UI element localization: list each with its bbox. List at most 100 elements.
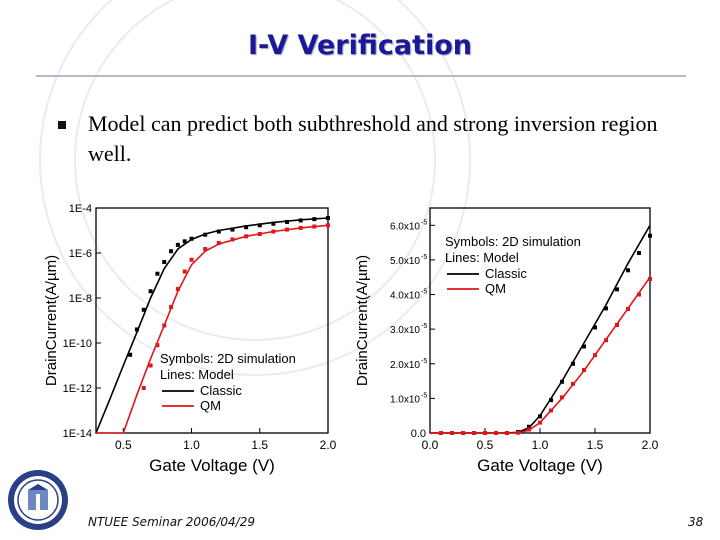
- data-point: [162, 259, 167, 264]
- y-tick-exponent: -5: [421, 392, 427, 399]
- data-point: [203, 232, 208, 237]
- y-tick-exponent: -5: [421, 289, 427, 296]
- x-tick-label: 0.0: [422, 438, 439, 452]
- data-point: [230, 227, 235, 232]
- data-point: [615, 287, 619, 292]
- data-point: [175, 287, 180, 292]
- y-tick-label: 1E-12: [63, 383, 92, 395]
- data-point: [155, 271, 160, 276]
- y-tick-label: 6.0x10: [390, 221, 420, 232]
- x-tick-label: 0.5: [115, 438, 132, 452]
- data-point: [538, 414, 542, 419]
- y-axis-label: DrainCurrent(A/µm): [43, 255, 60, 386]
- data-point: [560, 379, 564, 384]
- data-point: [257, 223, 262, 228]
- data-point: [141, 307, 146, 312]
- y-tick-exponent: -5: [421, 358, 427, 365]
- data-point: [182, 239, 187, 244]
- data-point: [182, 269, 187, 274]
- data-point: [312, 224, 317, 229]
- series-line-qm: [96, 224, 329, 434]
- data-point: [560, 395, 564, 400]
- slide-title: I-V Verification: [247, 30, 473, 61]
- y-tick-label: 1E-4: [69, 203, 92, 215]
- x-tick-label: 1.0: [183, 438, 200, 452]
- data-point: [134, 327, 139, 332]
- data-point: [141, 386, 146, 390]
- data-point: [244, 234, 249, 239]
- legend-heading: Symbols: 2D simulation: [445, 234, 581, 249]
- data-point: [298, 225, 303, 230]
- university-seal-logo: [8, 470, 68, 530]
- y-tick-label: 2.0x10: [390, 360, 420, 371]
- bullet-text: Model can predict both subthreshold and …: [88, 111, 658, 166]
- data-point: [326, 215, 330, 220]
- y-tick-label: 4.0x10: [390, 291, 420, 302]
- data-point: [527, 424, 531, 429]
- chart-left-svg: 0.5 1.0 1.5 2.0 1E-14 1E-12 1E-10 1E-8 1E-6 1E-4 G…: [43, 203, 337, 475]
- data-point: [439, 431, 443, 435]
- data-point: [326, 223, 330, 228]
- data-point: [571, 381, 575, 386]
- data-point: [155, 343, 160, 348]
- data-point: [626, 307, 630, 312]
- series-line-qm: [430, 276, 651, 434]
- legend-entry: Classic: [200, 383, 242, 398]
- y-tick-label: 1E-10: [63, 338, 92, 350]
- data-point: [593, 353, 597, 358]
- chart-right-svg: 0.0 0.5 1.0 1.5 2.00.01.0x10 -52.0x10 -53.0x10…: [354, 207, 659, 475]
- data-point: [148, 363, 153, 368]
- x-tick-label: 2.0: [320, 438, 337, 452]
- legend-heading: Symbols: 2D simulation: [160, 351, 296, 366]
- data-point: [505, 431, 509, 435]
- data-point: [244, 225, 249, 230]
- data-point: [169, 249, 174, 254]
- y-tick-label: 1E-14: [63, 428, 92, 440]
- y-tick-exponent: -5: [421, 323, 427, 330]
- data-point: [648, 233, 652, 238]
- data-point: [648, 276, 652, 281]
- x-tick-label: 2.0: [642, 438, 659, 452]
- linear-iv-chart: 0.0 0.5 1.0 1.5 2.0 0.0 1.0x10 -5 2.0x10 -5 3.0x10…: [354, 195, 665, 485]
- data-point: [516, 430, 520, 435]
- y-tick-label: 1E-6: [69, 248, 92, 260]
- plot-frame: [95, 207, 329, 434]
- data-point: [483, 431, 487, 435]
- bullet-square-icon: [58, 121, 66, 129]
- data-point: [461, 431, 465, 435]
- series-qm: [430, 276, 652, 435]
- data-point: [450, 431, 454, 435]
- data-point: [538, 420, 542, 425]
- series-line-classic: [95, 217, 329, 434]
- log-iv-chart: 0.5 1.0 1.5 2.0 1E-14 1E-12 1E-10 1E-8 1E-6 1E-4 G…: [38, 195, 338, 485]
- y-tick-label: 1E-8: [69, 293, 92, 305]
- x-axis-label: Gate Voltage (V): [149, 456, 275, 475]
- legend-entry: Classic: [485, 266, 527, 281]
- y-tick-label: 5.0x10: [390, 256, 420, 267]
- data-point: [298, 218, 303, 223]
- data-point: [128, 352, 133, 357]
- data-point: [285, 227, 290, 232]
- data-point: [637, 292, 641, 297]
- legend-entry: QM: [200, 398, 221, 413]
- page-number: 38: [688, 515, 704, 529]
- data-point: [216, 229, 221, 234]
- data-point: [189, 257, 194, 262]
- data-point: [626, 268, 630, 273]
- y-tick-label: 3.0x10: [390, 325, 420, 336]
- y-tick-exponent: -5: [421, 254, 427, 261]
- data-point: [593, 325, 597, 330]
- legend-entry: QM: [485, 281, 506, 296]
- data-point: [637, 251, 641, 255]
- data-point: [203, 247, 208, 252]
- data-point: [312, 217, 317, 222]
- data-point: [216, 240, 221, 245]
- series-classic: [95, 215, 330, 434]
- data-point: [494, 431, 498, 435]
- data-point: [582, 368, 586, 372]
- y-tick-exponent: -5: [421, 219, 427, 226]
- data-point: [285, 219, 290, 224]
- data-point: [549, 408, 553, 413]
- data-point: [148, 289, 153, 294]
